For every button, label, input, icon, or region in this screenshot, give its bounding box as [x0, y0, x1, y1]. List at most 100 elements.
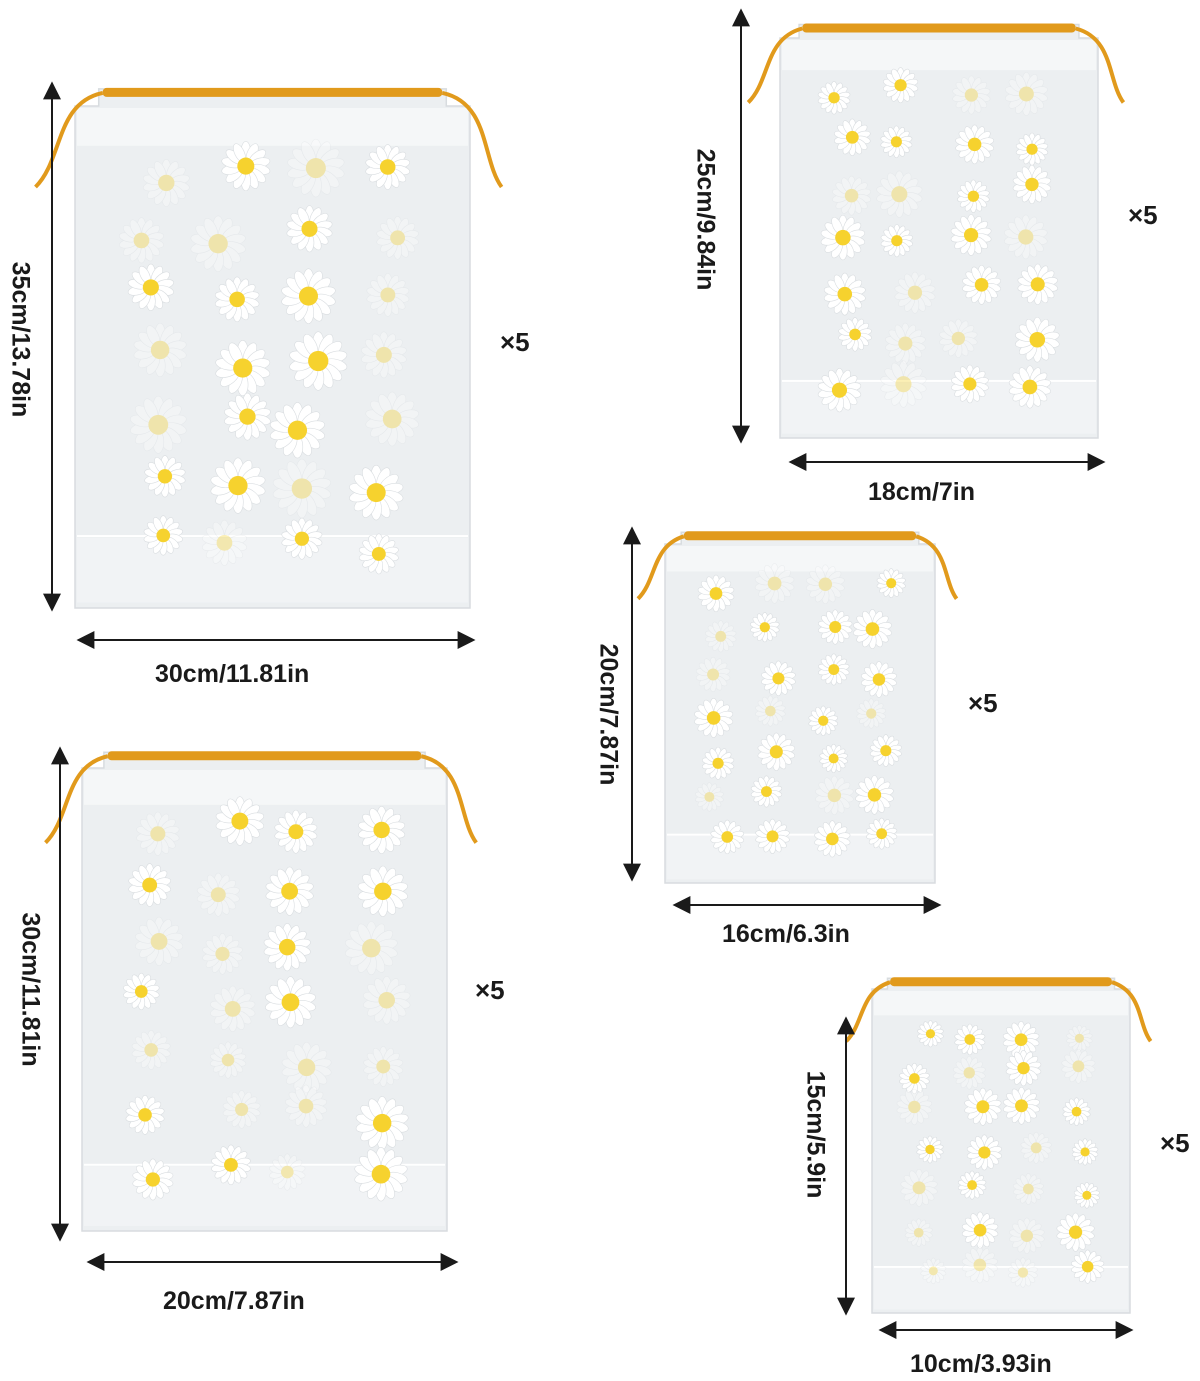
daisy-icon — [289, 331, 348, 391]
daisy-icon — [1066, 1024, 1093, 1052]
daisy-icon — [856, 698, 887, 729]
daisy-icon — [129, 395, 187, 454]
daisy-icon — [880, 360, 927, 408]
daisy-icon — [750, 775, 783, 808]
daisy-icon — [1005, 1050, 1042, 1087]
daisy-icon — [1003, 214, 1048, 260]
bag-15x10 — [844, 965, 1153, 1314]
daisy-icon — [209, 1041, 247, 1079]
daisy-icon — [1012, 1173, 1044, 1205]
daisy-icon — [885, 322, 926, 365]
daisy-icon — [964, 1087, 1002, 1126]
daisy-icon — [819, 743, 848, 774]
daisy-icon — [817, 367, 862, 413]
bag-25x18-height-label: 25cm/9.84in — [691, 148, 720, 291]
daisy-icon — [133, 322, 187, 378]
bag-15x10-width-label: 10cm/3.93in — [910, 1350, 1052, 1378]
bag-20x16-height-label: 20cm/7.87in — [594, 643, 623, 786]
daisy-icon — [125, 1094, 165, 1135]
daisy-icon — [1004, 72, 1048, 116]
daisy-icon — [855, 775, 894, 815]
daisy-icon — [265, 866, 314, 916]
bag-30x20-quantity: ×5 — [475, 975, 505, 1005]
bag-20x16-width-label: 16cm/6.3in — [722, 920, 850, 948]
daisy-icon — [196, 872, 240, 917]
daisy-icon — [954, 1023, 986, 1056]
daisy-icon — [355, 1096, 409, 1151]
daisy-icon — [1017, 263, 1058, 305]
daisy-icon — [750, 612, 780, 643]
daisy-icon — [221, 141, 271, 192]
daisy-icon — [882, 67, 919, 104]
daisy-icon — [135, 916, 184, 967]
bag-15x10-height-label: 15cm/5.9in — [801, 1070, 830, 1199]
daisy-icon — [281, 517, 323, 560]
daisy-icon — [128, 863, 171, 907]
daisy-icon — [952, 1056, 986, 1090]
daisy-icon — [818, 609, 853, 645]
daisy-icon — [210, 985, 256, 1033]
daisy-icon — [1062, 1097, 1091, 1126]
daisy-icon — [710, 819, 745, 855]
daisy-icon — [365, 144, 410, 190]
daisy-icon — [805, 564, 845, 605]
daisy-icon — [861, 661, 897, 698]
daisy-icon — [215, 796, 265, 846]
daisy-icon — [123, 972, 160, 1011]
daisy-icon — [939, 318, 978, 358]
daisy-icon — [761, 660, 796, 697]
bag-25x18-quantity: ×5 — [1128, 200, 1158, 230]
daisy-icon — [757, 732, 796, 771]
daisy-icon — [961, 1211, 999, 1249]
daisy-icon — [1009, 1217, 1045, 1254]
daisy-icon — [274, 809, 318, 854]
daisy-icon — [211, 1144, 251, 1186]
daisy-icon — [894, 271, 936, 314]
bag-20x16-quantity: ×5 — [968, 688, 998, 718]
daisy-icon — [705, 620, 737, 653]
bag-30x20-width-label: 20cm/7.87in — [163, 1287, 305, 1315]
daisy-icon — [957, 179, 990, 213]
daisy-icon — [142, 159, 190, 207]
daisy-icon — [272, 458, 331, 519]
daisy-icon — [144, 455, 186, 498]
daisy-icon — [344, 921, 398, 976]
bag-illustration — [44, 751, 478, 1232]
daisy-icon — [222, 1090, 261, 1129]
daisy-icon — [904, 1218, 933, 1247]
daisy-icon — [899, 1062, 930, 1095]
bag-30x20 — [44, 733, 478, 1232]
daisy-icon — [263, 923, 311, 972]
daisy-icon — [1073, 1181, 1100, 1209]
daisy-icon — [755, 818, 790, 854]
daisy-icon — [818, 653, 850, 686]
daisy-icon — [214, 276, 260, 323]
daisy-icon — [808, 705, 839, 736]
daisy-icon — [1015, 316, 1060, 363]
daisy-icon — [287, 138, 345, 198]
daisy-icon — [896, 1088, 933, 1126]
daisy-icon — [695, 656, 731, 693]
daisy-icon — [1071, 1249, 1105, 1284]
daisy-icon — [201, 519, 247, 566]
daisy-icon — [1071, 1138, 1099, 1166]
daisy-icon — [281, 268, 336, 324]
bag-20x16 — [636, 518, 959, 884]
daisy-icon — [215, 340, 271, 397]
daisy-icon — [952, 75, 991, 115]
daisy-icon — [755, 695, 786, 727]
daisy-icon — [376, 216, 419, 260]
daisy-icon — [815, 775, 854, 816]
daisy-icon — [363, 1046, 404, 1087]
daisy-icon — [966, 1134, 1002, 1171]
bag-illustration — [844, 977, 1153, 1314]
daisy-icon — [701, 746, 735, 780]
bag-35x30-quantity: ×5 — [500, 327, 530, 357]
daisy-icon — [916, 1135, 944, 1164]
daisy-icon — [265, 976, 316, 1029]
daisy-icon — [869, 734, 902, 768]
daisy-icon — [876, 170, 923, 218]
daisy-icon — [349, 464, 404, 521]
daisy-icon — [1020, 1131, 1052, 1164]
bag-15x10-quantity: ×5 — [1160, 1128, 1190, 1158]
